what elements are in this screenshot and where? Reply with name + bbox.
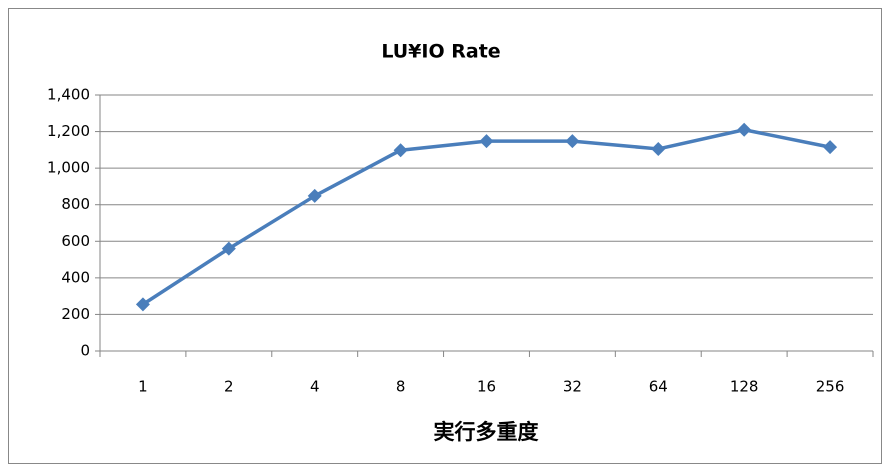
marker	[737, 122, 752, 137]
marker	[479, 134, 494, 149]
y-tick-label: 800	[61, 195, 90, 213]
y-tick-label: 600	[61, 232, 90, 250]
marker	[393, 143, 408, 158]
marker	[651, 141, 666, 156]
y-tick-label: 0	[80, 342, 90, 360]
y-tick-label: 400	[61, 268, 90, 286]
x-tick-label: 128	[730, 378, 759, 396]
y-tick-label: 1,000	[47, 159, 90, 177]
chart-title: LU¥IO Rate	[381, 41, 500, 63]
x-tick-label: 32	[563, 378, 582, 396]
marker	[221, 241, 236, 256]
x-tick-label: 64	[649, 378, 668, 396]
x-tick-label: 2	[224, 378, 234, 396]
marker	[135, 297, 150, 312]
x-axis-label: 実行多重度	[434, 420, 539, 444]
marker	[307, 188, 322, 203]
x-tick-label: 16	[477, 378, 496, 396]
x-tick-label: 1	[138, 378, 148, 396]
chart-border	[8, 8, 882, 464]
marker	[823, 140, 838, 155]
x-tick-label: 256	[816, 378, 845, 396]
marker	[565, 134, 580, 149]
x-tick-label: 4	[310, 378, 320, 396]
x-tick-label: 8	[396, 378, 406, 396]
y-tick-label: 200	[61, 305, 90, 323]
y-tick-label: 1,400	[47, 86, 90, 104]
y-tick-label: 1,200	[47, 122, 90, 140]
